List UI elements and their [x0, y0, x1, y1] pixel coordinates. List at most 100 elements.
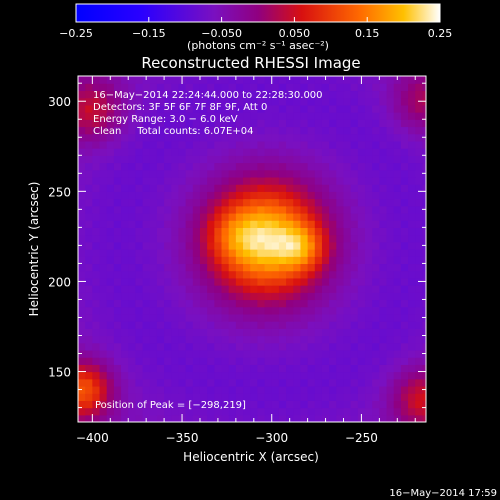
- heatmap-cell: [293, 249, 302, 257]
- heatmap-cell: [365, 234, 373, 243]
- heatmap-cell: [408, 292, 416, 301]
- heatmap-cell: [185, 285, 194, 293]
- heatmap-cell: [415, 234, 424, 243]
- heatmap-cell: [422, 414, 426, 422]
- heatmap-cell: [199, 205, 208, 214]
- heatmap-cell: [199, 335, 208, 344]
- heatmap-cell: [350, 249, 359, 257]
- heatmap-cell: [393, 357, 402, 365]
- heatmap-cell: [106, 83, 115, 92]
- heatmap-cell: [214, 126, 223, 135]
- heatmap-cell: [372, 335, 380, 344]
- heatmap-cell: [336, 148, 345, 156]
- heatmap-cell: [92, 393, 101, 401]
- heatmap-cell: [386, 357, 395, 365]
- heatmap-cell: [214, 277, 223, 286]
- heatmap-cell: [106, 270, 115, 279]
- heatmap-cell: [192, 241, 201, 250]
- heatmap-cell: [113, 371, 122, 380]
- heatmap-cell: [350, 263, 359, 272]
- heatmap-cell: [286, 133, 294, 142]
- heatmap-cell: [278, 212, 287, 221]
- heatmap-cell: [149, 306, 158, 315]
- heatmap-cell: [85, 184, 93, 192]
- heatmap-cell: [329, 349, 337, 358]
- heatmap-cell: [336, 263, 345, 272]
- heatmap-cell: [171, 83, 180, 92]
- heatmap-cell: [235, 104, 244, 113]
- heatmap-cell: [293, 104, 302, 113]
- heatmap-cell: [156, 97, 165, 106]
- heatmap-cell: [350, 104, 359, 113]
- heatmap-cell: [250, 169, 258, 178]
- heatmap-cell: [235, 191, 244, 200]
- heatmap-cell: [199, 169, 208, 178]
- heatmap-cell: [329, 148, 337, 156]
- heatmap-cell: [415, 162, 424, 171]
- heatmap-cell: [113, 385, 122, 394]
- heatmap-cell: [228, 249, 237, 257]
- heatmap-cell: [106, 112, 115, 120]
- heatmap-cell: [128, 313, 137, 322]
- heatmap-cell: [92, 212, 101, 221]
- heatmap-cell: [278, 155, 287, 164]
- heatmap-cell: [357, 234, 366, 243]
- heatmap-cell: [386, 97, 395, 106]
- y-tick-label: 200: [48, 275, 71, 289]
- heatmap-cell: [400, 234, 409, 243]
- heatmap-cell: [106, 249, 115, 257]
- heatmap-cell: [178, 306, 187, 315]
- heatmap-cell: [235, 76, 244, 84]
- heatmap-cell: [113, 191, 122, 200]
- heatmap-cell: [250, 400, 258, 409]
- heatmap-cell: [235, 321, 244, 329]
- heatmap-cell: [164, 277, 172, 286]
- heatmap-cell: [286, 263, 294, 272]
- heatmap-cell: [250, 378, 258, 387]
- heatmap-cell: [307, 393, 316, 401]
- heatmap-cell: [393, 220, 402, 228]
- heatmap-cell: [350, 176, 359, 185]
- heatmap-cell: [271, 198, 280, 207]
- heatmap-cell: [379, 162, 388, 171]
- heatmap-cell: [235, 313, 244, 322]
- heatmap-cell: [113, 90, 122, 99]
- heatmap-cell: [357, 285, 366, 293]
- heatmap-cell: [350, 148, 359, 156]
- heatmap-cell: [228, 371, 237, 380]
- heatmap-cell: [271, 234, 280, 243]
- heatmap-cell: [393, 385, 402, 394]
- heatmap-cell: [142, 104, 151, 113]
- heatmap-cell: [400, 335, 409, 344]
- heatmap-cell: [307, 313, 316, 322]
- heatmap-cell: [393, 270, 402, 279]
- heatmap-cell: [350, 241, 359, 250]
- heatmap-cell: [264, 371, 273, 380]
- heatmap-cell: [300, 385, 309, 394]
- heatmap-cell: [422, 191, 426, 200]
- heatmap-cell: [343, 162, 352, 171]
- heatmap-cell: [307, 277, 316, 286]
- heatmap-cell: [207, 76, 215, 84]
- heatmap-cell: [415, 119, 424, 128]
- heatmap-cell: [221, 364, 230, 373]
- heatmap-cell: [365, 176, 373, 185]
- heatmap-cell: [393, 263, 402, 272]
- heatmap-cell: [142, 148, 151, 156]
- heatmap-cell: [149, 342, 158, 351]
- heatmap-cell: [149, 385, 158, 394]
- heatmap-cell: [350, 407, 359, 416]
- heatmap-cell: [243, 176, 251, 185]
- heatmap-cell: [415, 155, 424, 164]
- heatmap-cell: [149, 148, 158, 156]
- heatmap-cell: [164, 385, 172, 394]
- heatmap-cell: [329, 241, 337, 250]
- heatmap-cell: [307, 241, 316, 250]
- heatmap-cell: [113, 342, 122, 351]
- heatmap-cell: [343, 227, 352, 236]
- heatmap-cell: [207, 321, 215, 329]
- heatmap-cell: [121, 104, 129, 113]
- heatmap-cell: [365, 277, 373, 286]
- heatmap-cell: [156, 349, 165, 358]
- heatmap-cell: [178, 277, 187, 286]
